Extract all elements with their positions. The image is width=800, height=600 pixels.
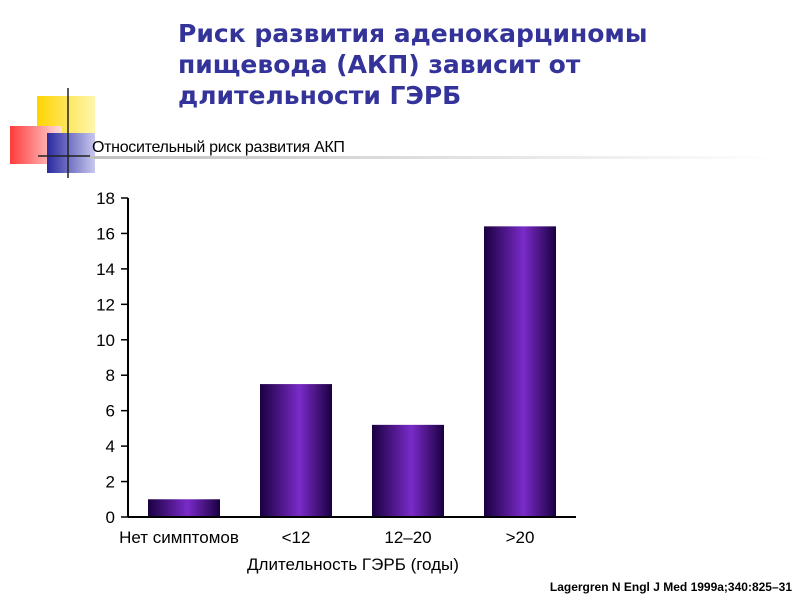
y-tick-label: 10 <box>96 331 115 350</box>
bar <box>148 499 220 517</box>
chart-subtitle: Относительный риск развития АКП <box>92 139 345 156</box>
y-tick-label: 8 <box>106 366 115 385</box>
x-tick-label: Нет симптомов <box>119 528 239 547</box>
x-tick-label: 12–20 <box>384 528 431 547</box>
x-axis-title: Длительность ГЭРБ (годы) <box>247 555 459 574</box>
y-tick-label: 6 <box>106 402 115 421</box>
y-tick-label: 4 <box>106 437 115 456</box>
bar <box>372 424 444 517</box>
y-tick-label: 16 <box>96 224 115 243</box>
bar <box>260 384 332 517</box>
y-tick-label: 2 <box>106 473 115 492</box>
x-tick-label: <12 <box>282 528 311 547</box>
y-tick-label: 0 <box>106 508 115 527</box>
y-tick-label: 18 <box>96 189 115 208</box>
slide-title: Риск развития аденокарциномы пищевода (А… <box>178 19 648 110</box>
x-tick-label: >20 <box>506 528 535 547</box>
citation: Lagergren N Engl J Med 1999a;340:825–31 <box>549 580 792 594</box>
y-tick-label: 14 <box>96 260 115 279</box>
y-tick-label: 12 <box>96 295 115 314</box>
bar <box>484 226 556 517</box>
